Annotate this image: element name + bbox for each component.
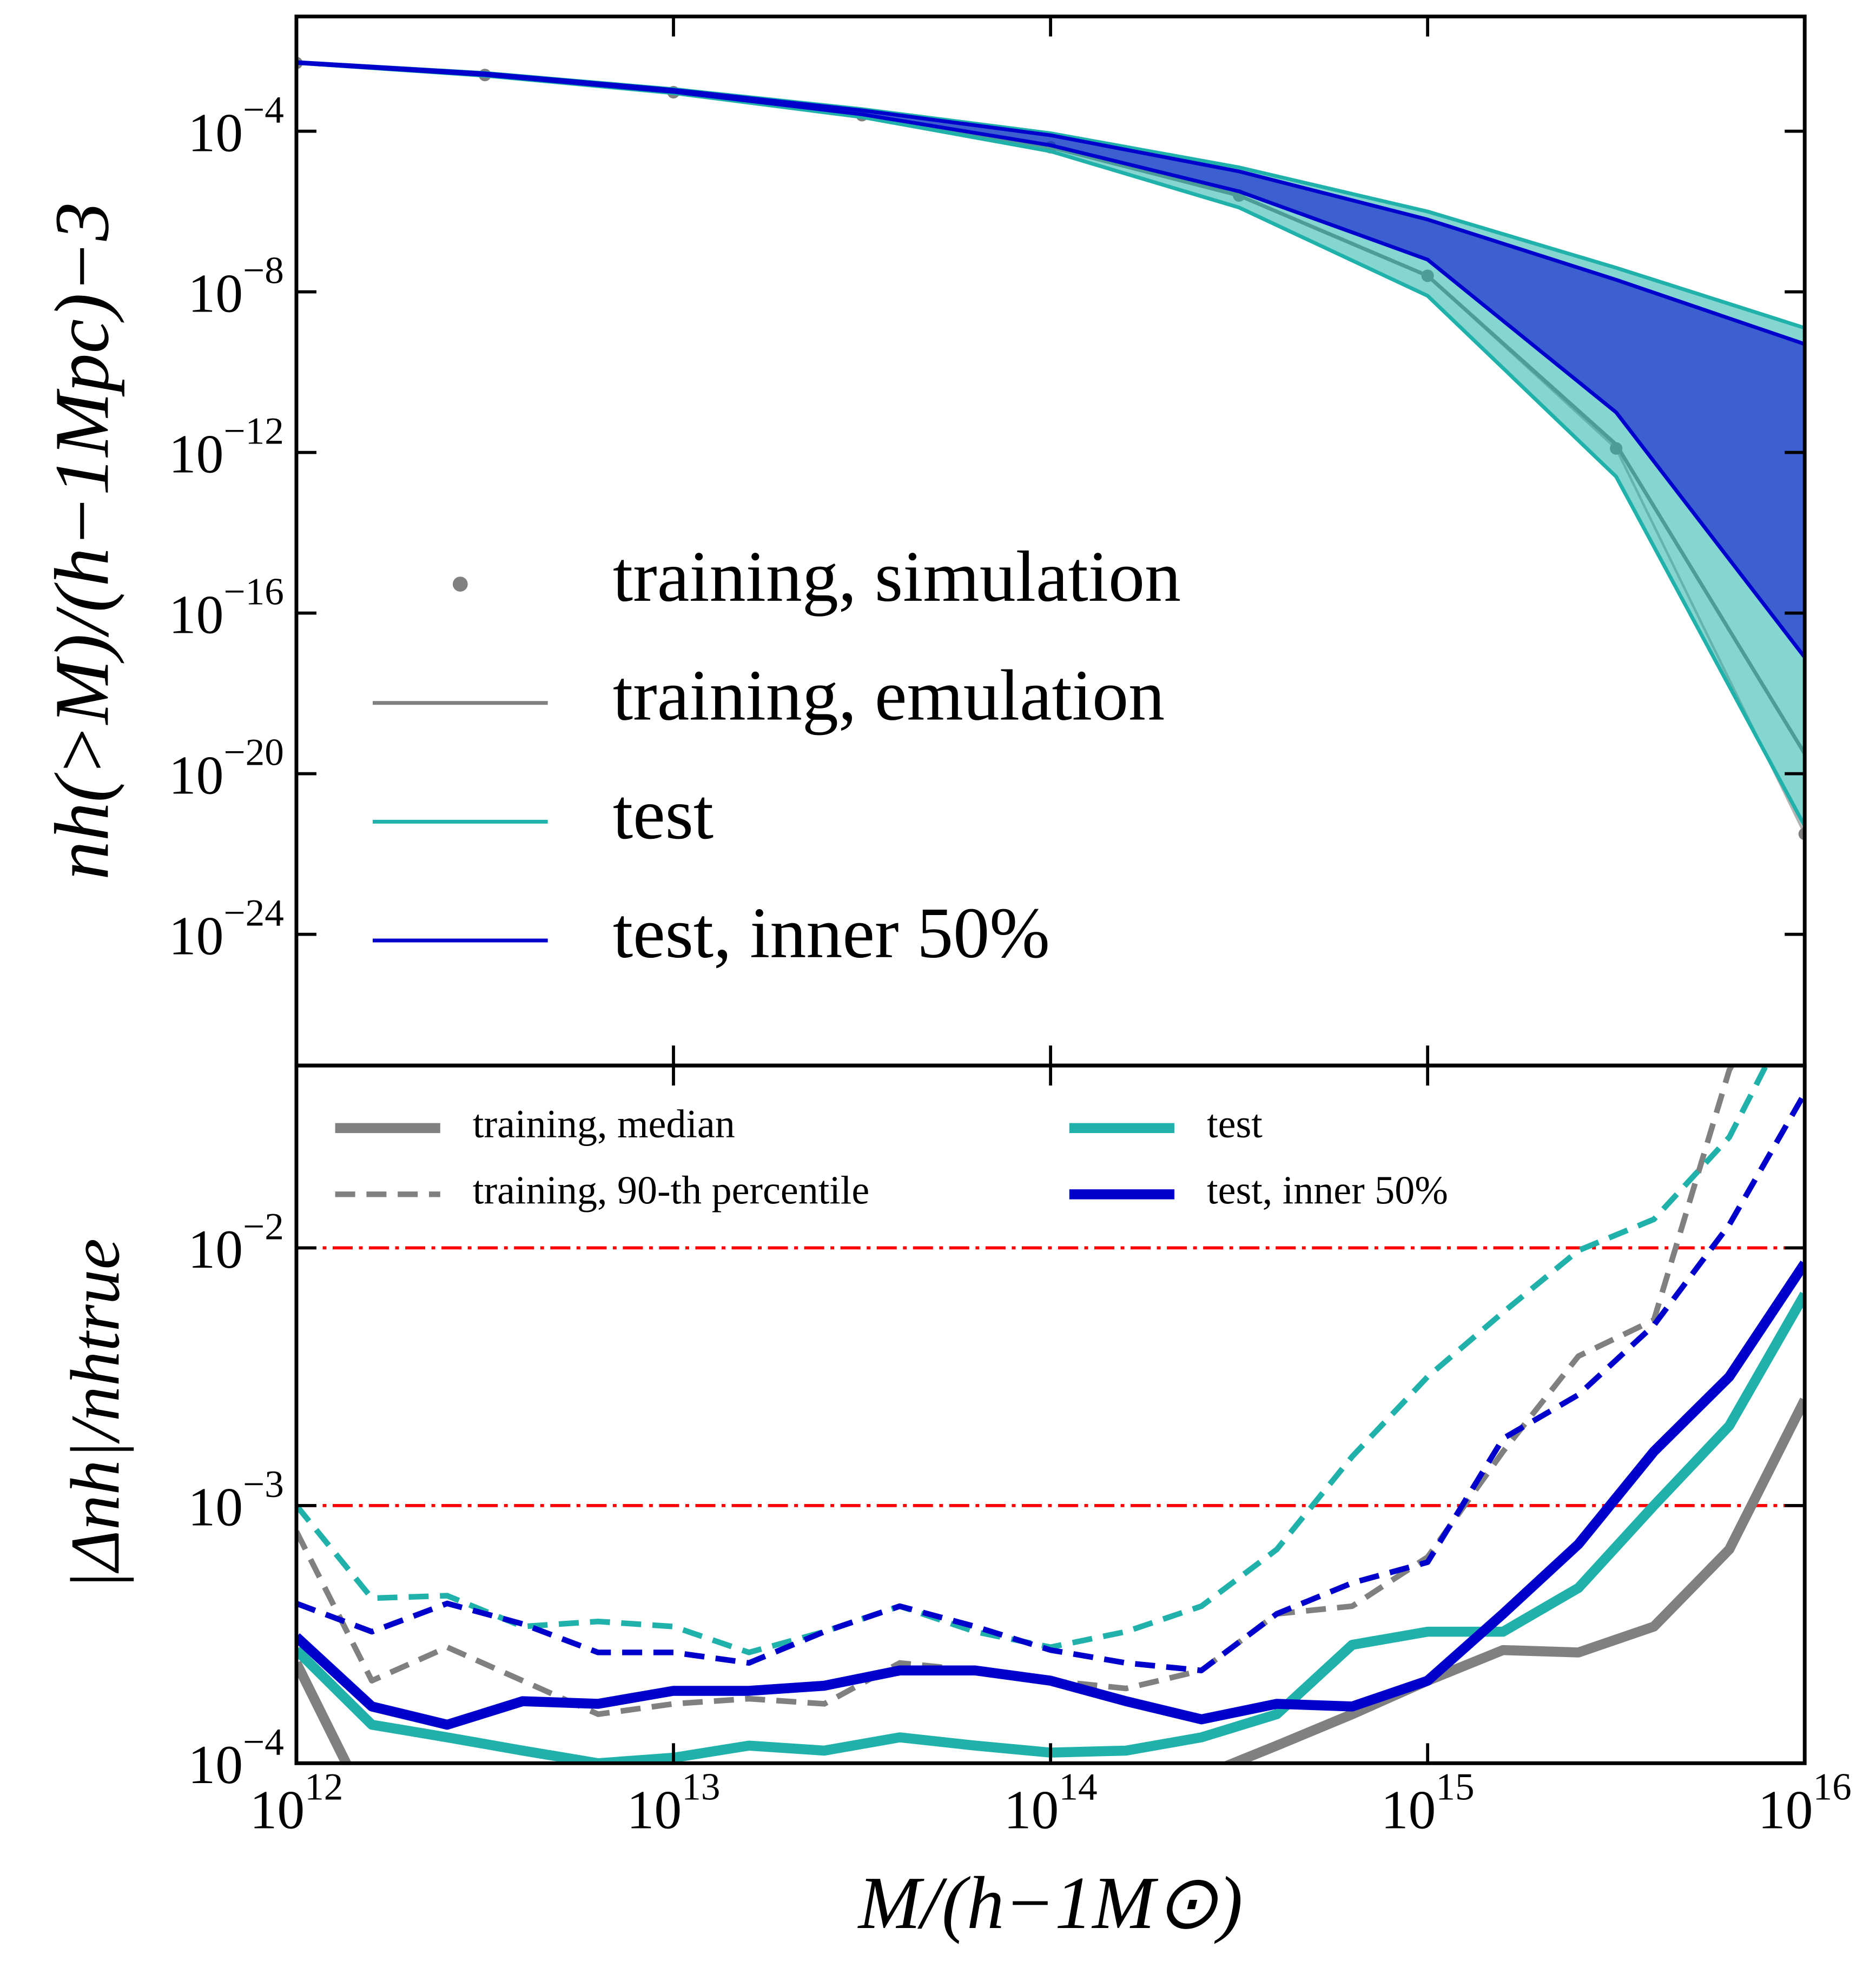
series-line [296, 1397, 1805, 1764]
y-tick-label: 10−4 [188, 89, 283, 164]
x-tick-label: 1015 [1381, 1766, 1475, 1841]
legend-label: test [613, 774, 714, 854]
legend-label: test [1207, 1102, 1263, 1147]
y-tick-label: 10−16 [169, 571, 284, 646]
legend-label: training, median [473, 1102, 735, 1147]
legend-label: training, simulation [613, 537, 1181, 617]
y-tick-label: 10−4 [188, 1721, 283, 1796]
y-axis-label: |Δnh|/nhtrue [57, 1238, 134, 1591]
y-tick-label: 10−20 [169, 732, 284, 806]
legend-label: test, inner 50% [613, 893, 1050, 973]
y-tick-label: 10−12 [169, 410, 284, 485]
x-tick-label: 1012 [249, 1766, 343, 1841]
y-tick-label: 10−24 [169, 892, 284, 967]
y-tick-label: 10−3 [188, 1463, 283, 1538]
legend-label: test, inner 50% [1207, 1168, 1448, 1213]
y-tick-label: 10−8 [188, 250, 283, 324]
series-line [296, 61, 1805, 659]
x-tick-label: 1016 [1758, 1766, 1852, 1841]
series-line [296, 1091, 1805, 1673]
legend-marker [452, 577, 468, 592]
series-line [296, 1260, 1805, 1730]
x-axis-label: M/(h−1M⊙) [857, 1861, 1243, 1945]
legend-label: training, emulation [613, 656, 1165, 736]
x-tick-label: 1014 [1004, 1766, 1098, 1841]
y-tick-label: 10−2 [188, 1206, 283, 1281]
legend-label: training, 90-th percentile [473, 1168, 869, 1213]
y-axis-label: nh(>M)/(h−1Mpc)−3 [39, 202, 125, 880]
x-tick-label: 1013 [627, 1766, 721, 1841]
